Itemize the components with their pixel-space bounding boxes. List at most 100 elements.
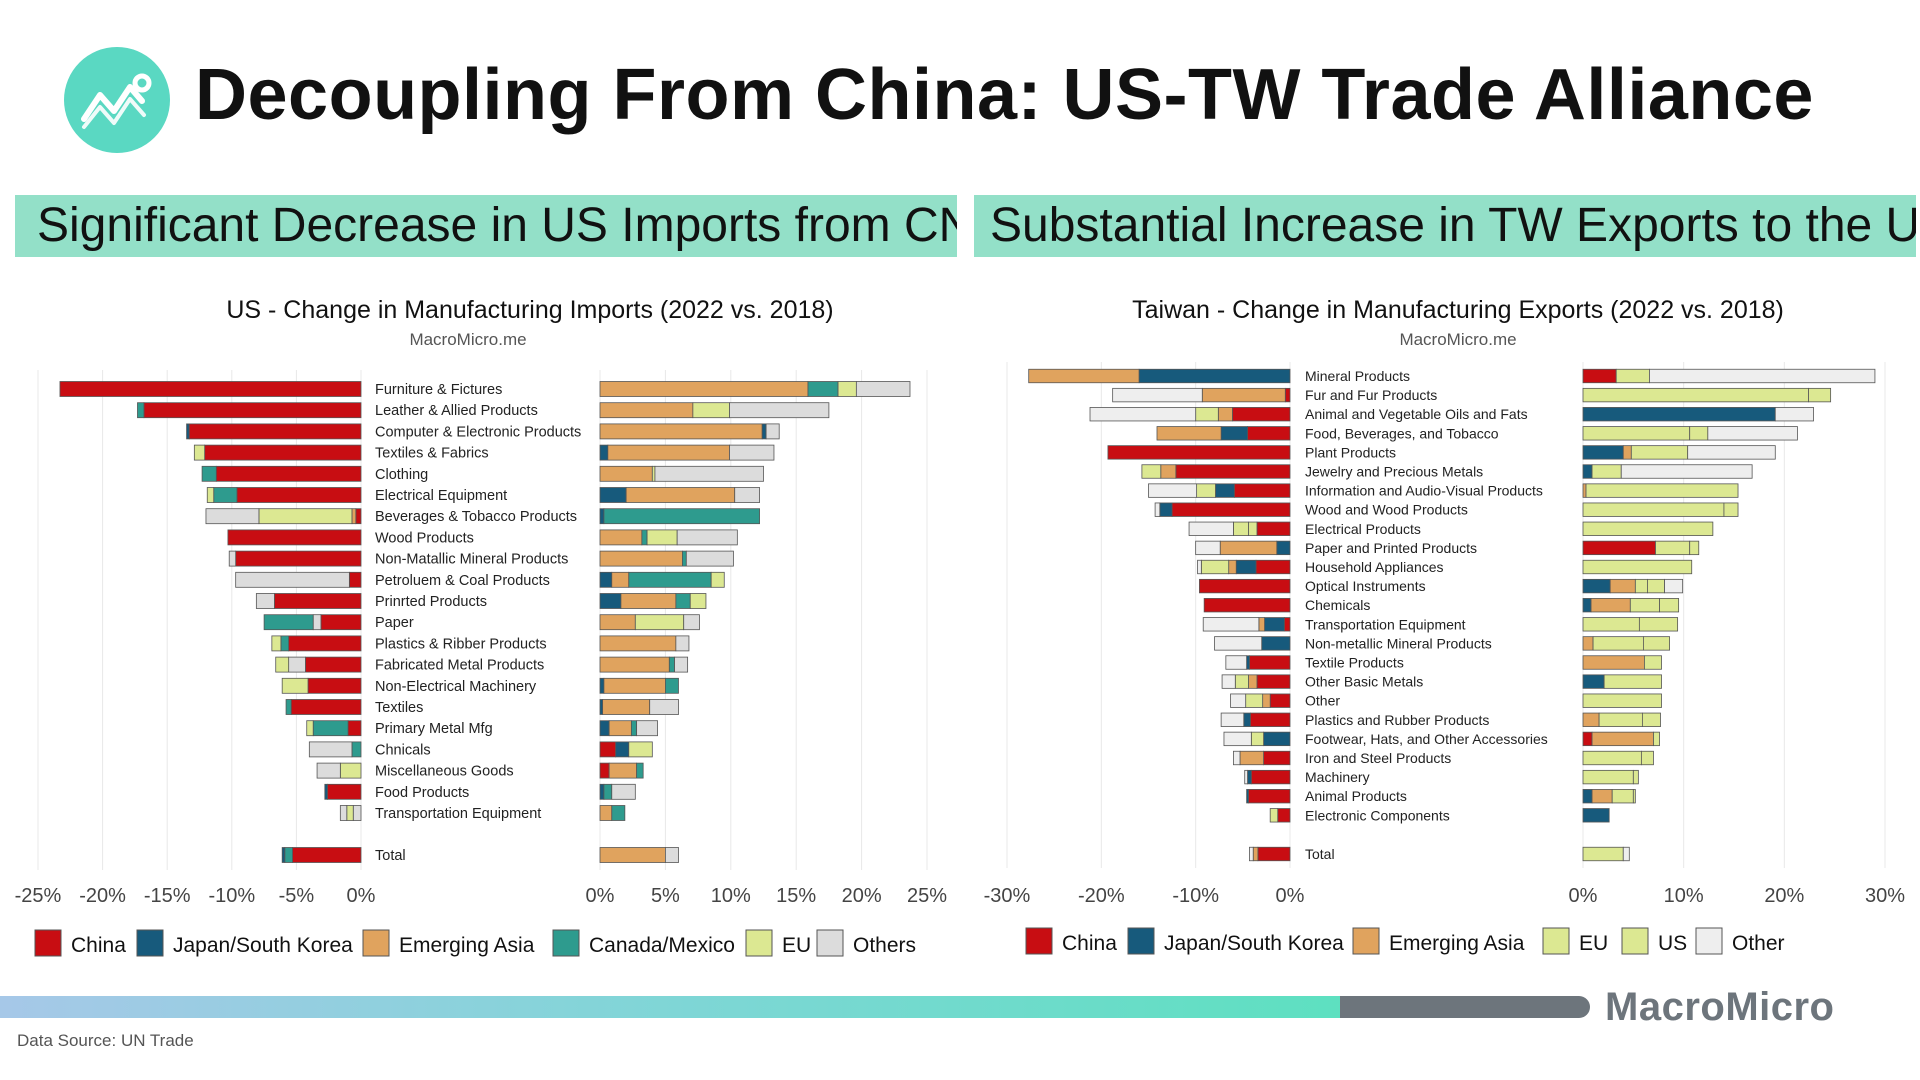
bar-pos-japan-south-korea xyxy=(1582,464,1593,479)
category-label: Petroluem & Coal Products xyxy=(375,573,550,589)
bar-pos-emerging-asia xyxy=(1582,655,1645,670)
bar-pos-others xyxy=(649,699,679,715)
bar-pos-eu xyxy=(710,571,725,588)
bar-neg-china xyxy=(227,529,362,546)
bar-neg-canada-mexico xyxy=(137,402,145,419)
bar-pos-others xyxy=(734,487,760,503)
bar-neg-eu xyxy=(1234,674,1249,689)
bar-pos-emerging-asia xyxy=(599,529,643,546)
x-tick-label: 20% xyxy=(842,885,882,907)
legend-label: US xyxy=(1658,932,1687,955)
brand-logo: MacroMicro xyxy=(1605,985,1835,1029)
bar-neg-canada-mexico xyxy=(280,635,290,652)
bar-neg-other xyxy=(1188,521,1234,536)
category-label: Transportation Equipment xyxy=(375,806,541,822)
legend-swatch-japan-south-korea xyxy=(1127,927,1155,955)
bar-neg-others xyxy=(288,656,306,673)
bar-neg-emerging-asia xyxy=(1219,540,1278,556)
bar-neg-china xyxy=(1284,387,1291,403)
bar-neg-other xyxy=(1244,769,1248,785)
bar-neg-japan-south-korea xyxy=(1247,769,1252,785)
chart-subtitle: MacroMicro.me xyxy=(409,330,526,349)
bar-pos-eu xyxy=(634,614,685,631)
category-label: Transportation Equipment xyxy=(1305,616,1466,632)
x-tick-label: 30% xyxy=(1865,885,1905,907)
x-tick-label: -10% xyxy=(1172,885,1219,907)
bar-neg-china xyxy=(305,656,362,673)
bar-pos-canada-mexico xyxy=(665,677,679,694)
bar-pos-china xyxy=(1582,731,1593,747)
bar-neg-emerging-asia xyxy=(1156,426,1222,441)
legend-label: China xyxy=(1062,932,1117,955)
x-tick-label: -20% xyxy=(79,885,126,907)
category-label: Animal Products xyxy=(1305,788,1407,804)
legend-swatch-eu xyxy=(745,929,773,957)
bar-neg-eu xyxy=(1245,693,1264,708)
bar-pos-others xyxy=(685,550,734,567)
legend-swatch-emerging-asia xyxy=(1352,927,1380,955)
category-label: Electronic Components xyxy=(1305,807,1450,823)
bar-pos-eu xyxy=(1723,502,1739,517)
bar-neg-eu xyxy=(1195,407,1219,422)
bar-neg-japan-south-korea xyxy=(1220,426,1248,441)
bar-pos-eu xyxy=(1640,750,1654,766)
bar-pos-emerging-asia xyxy=(1582,483,1587,498)
bar-neg-china xyxy=(274,593,362,609)
bar-neg-eu xyxy=(193,444,206,461)
page-title: Decoupling From China: US-TW Trade Allia… xyxy=(195,55,1814,135)
bar-pos-emerging-asia xyxy=(599,381,809,397)
bar-neg-china xyxy=(1250,769,1291,785)
bar-pos-japan-south-korea xyxy=(1582,789,1593,804)
bar-pos-others xyxy=(675,635,690,652)
bar-pos-us xyxy=(1644,655,1662,670)
bar-pos-emerging-asia xyxy=(620,593,677,609)
x-tick-label: 10% xyxy=(1664,885,1704,907)
category-label: Other Basic Metals xyxy=(1305,674,1423,690)
bar-pos-japan-south-korea xyxy=(615,741,630,758)
bar-pos-us xyxy=(1603,674,1662,689)
footer-gray-bar xyxy=(1340,996,1590,1018)
bar-neg-china xyxy=(236,487,362,503)
bar-neg-eu xyxy=(1141,464,1162,479)
category-label: Other xyxy=(1305,693,1340,709)
bar-pos-emerging-asia xyxy=(603,677,666,694)
bar-pos-japan-south-korea xyxy=(599,444,609,461)
bar-pos-emerging-asia xyxy=(599,465,653,482)
bar-neg-china xyxy=(1233,483,1291,498)
category-label: Machinery xyxy=(1305,769,1370,785)
bar-pos-japan-south-korea xyxy=(1582,407,1776,422)
bar-neg-other xyxy=(1233,750,1241,766)
bar-neg-japan-south-korea xyxy=(1215,483,1235,498)
bar-pos-emerging-asia xyxy=(599,656,670,673)
bar-pos-japan-south-korea xyxy=(599,677,605,694)
category-label: Furniture & Fictures xyxy=(375,382,502,398)
bar-pos-eu xyxy=(1643,636,1670,651)
bar-pos-canada-mexico xyxy=(628,571,712,588)
bar-neg-canada-mexico xyxy=(351,741,362,758)
bar-neg-emerging-asia xyxy=(1239,750,1264,766)
bar-neg-china xyxy=(1269,693,1291,708)
category-label: Electrical Products xyxy=(1305,521,1421,537)
bar-pos-japan-south-korea xyxy=(599,487,627,503)
bar-pos-us xyxy=(1629,598,1660,613)
bar-pos-other xyxy=(1687,445,1776,460)
bar-pos-canada-mexico xyxy=(630,720,638,737)
bar-neg-china xyxy=(204,444,362,461)
bar-neg-other xyxy=(1197,559,1202,575)
category-label: Leather & Allied Products xyxy=(375,403,538,419)
category-label: Textiles & Fabrics xyxy=(375,446,489,462)
x-tick-label: 20% xyxy=(1764,885,1804,907)
bar-pos-us xyxy=(1582,426,1691,441)
bar-pos-us xyxy=(1582,502,1725,517)
bar-pos-other xyxy=(1649,368,1876,384)
bar-pos-china xyxy=(1582,540,1656,556)
bar-pos-emerging-asia xyxy=(599,550,683,567)
bar-neg-other xyxy=(1221,674,1236,689)
bar-pos-eu xyxy=(1591,464,1622,479)
bar-neg-eu xyxy=(1233,521,1249,536)
bar-pos-other xyxy=(1707,426,1798,441)
bar-neg-china xyxy=(355,508,362,525)
bar-neg-china xyxy=(1263,750,1291,766)
bar-neg-eu xyxy=(346,805,354,821)
bar-neg-china xyxy=(215,465,362,482)
